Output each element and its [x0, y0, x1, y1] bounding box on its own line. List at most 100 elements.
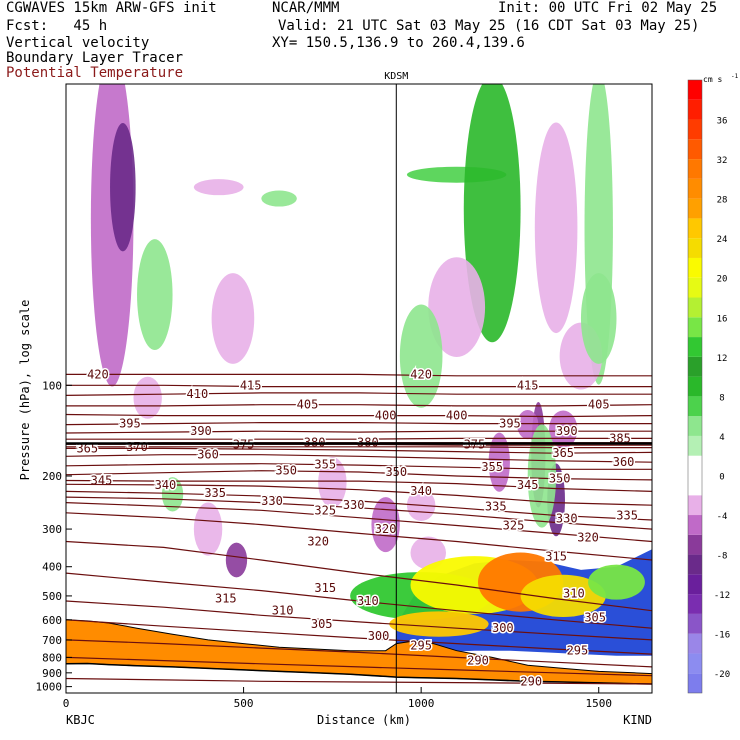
theta-label: 305 [584, 611, 606, 625]
colorbar-bin [688, 80, 702, 100]
theta-contour [66, 572, 652, 629]
colorbar-tick-label: 12 [717, 354, 728, 364]
theta-contour [66, 470, 652, 481]
colorbar-tick-label: -16 [714, 631, 730, 641]
vertical-velocity-cell [371, 497, 400, 553]
field-vertical-velocity: Vertical velocity [6, 35, 150, 51]
theta-label: 295 [410, 638, 432, 652]
theta-label: 390 [190, 424, 212, 438]
vertical-velocity-cell [428, 257, 486, 357]
theta-contour [66, 392, 652, 396]
theta-label: 420 [87, 367, 109, 381]
theta-label: 405 [297, 398, 319, 412]
theta-label: 290 [467, 654, 489, 668]
x-tick-label: 1000 [408, 697, 435, 710]
colorbar-tick-label: -20 [714, 670, 730, 680]
colorbar-bin [688, 396, 702, 417]
colorbar-bin [688, 317, 702, 338]
ground-surface-line [66, 662, 652, 685]
vertical-velocity-cell [137, 239, 173, 351]
colorbar-bin [688, 594, 702, 614]
y-tick-label: 500 [42, 590, 62, 603]
theta-label: 335 [485, 499, 507, 513]
colorbar-bin [688, 455, 702, 496]
vertical-velocity-cell [261, 190, 297, 207]
y-tick-label: 400 [42, 561, 62, 574]
theta-contour [66, 373, 652, 377]
theta-contour [66, 430, 652, 434]
theta-label: 290 [520, 674, 542, 688]
forecast-line: Fcst: 45 h [6, 18, 108, 34]
theta-label: 350 [275, 464, 297, 478]
theta-label: 330 [261, 494, 283, 508]
colorbar-bin [688, 198, 702, 219]
vertical-velocity-cell [193, 502, 223, 556]
tracer-plume-cell [520, 574, 606, 618]
theta-label: 315 [545, 550, 567, 564]
theta-label: 310 [272, 604, 294, 618]
y-tick-label: 200 [42, 470, 62, 483]
colorbar-bin [688, 356, 702, 377]
colorbar-frame [687, 79, 703, 694]
theta-label: 325 [314, 503, 336, 517]
colorbar-tick-label: 16 [717, 314, 728, 324]
theta-contour [66, 600, 652, 641]
theta-label: 320 [307, 535, 329, 549]
theta-contour [66, 447, 652, 454]
vertical-velocity-cell [110, 123, 136, 252]
theta-label: 295 [567, 644, 589, 658]
theta-label: 300 [368, 629, 390, 643]
theta-contour [66, 483, 652, 506]
theta-label: 365 [552, 446, 574, 460]
theta-label: 310 [563, 586, 585, 600]
theta-label: 355 [481, 460, 503, 474]
colorbar-tick-label: 36 [717, 117, 728, 127]
theta-label: 320 [577, 531, 599, 545]
colorbar-bin [688, 257, 702, 278]
boundary-layer-tracer [350, 549, 652, 656]
right-endpoint: KIND [623, 713, 652, 727]
theta-label: 360 [197, 448, 219, 462]
colorbar-bin [688, 238, 702, 258]
theta-label: 300 [492, 621, 514, 635]
theta-label: 340 [155, 478, 177, 492]
colorbar-bin [688, 574, 702, 595]
colorbar-bin [688, 277, 702, 298]
theta-label: 410 [187, 387, 209, 401]
theta-label: 395 [499, 417, 521, 431]
potential-temperature-contours: 420 420 415 415 410 405 405 400 400 395 395 390 390 3… [66, 366, 652, 690]
y-tick-label: 1000 [36, 681, 63, 694]
colorbar-bin [688, 178, 702, 199]
colorbar: 36 32 28 24 20 16 12 8 4 0 -4 -8 -12 -16 -20 cm s -1 [687, 73, 739, 694]
theta-label: 320 [375, 522, 397, 536]
colorbar-unit-exponent: -1 [731, 73, 739, 80]
y-tick-label: 100 [42, 379, 62, 392]
colorbar-unit: cm s [703, 75, 722, 84]
theta-contour [66, 422, 652, 426]
theta-label: 415 [517, 378, 539, 392]
colorbar-bin [688, 159, 702, 179]
theta-label: 390 [556, 424, 578, 438]
valid-time: Valid: 21 UTC Sat 03 May 25 (16 CDT Sat … [278, 18, 700, 34]
model-line: CGWAVES 15km ARW-GFS init [6, 0, 217, 16]
theta-contour [66, 490, 652, 521]
colorbar-bin [688, 119, 702, 140]
theta-label: 345 [517, 478, 539, 492]
theta-label: 395 [119, 417, 141, 431]
vertical-velocity-cell [410, 536, 447, 570]
vertical-velocity-cell [225, 542, 248, 578]
theta-label: 340 [410, 484, 432, 498]
y-tick-label: 800 [42, 651, 62, 664]
colorbar-tick-label: -8 [717, 552, 728, 562]
vertical-velocity-cell [193, 179, 244, 196]
theta-contour [66, 639, 652, 668]
vertical-velocity-cell [133, 376, 162, 419]
x-tick-label: 500 [234, 697, 254, 710]
theta-label: 330 [556, 512, 578, 526]
vertical-velocity-cell [517, 409, 539, 440]
colorbar-tick-label: 0 [719, 472, 724, 482]
colorbar-bin [688, 337, 702, 357]
theta-contour [66, 384, 652, 388]
colorbar-bin [688, 554, 702, 575]
vertical-velocity-cell [534, 122, 578, 334]
